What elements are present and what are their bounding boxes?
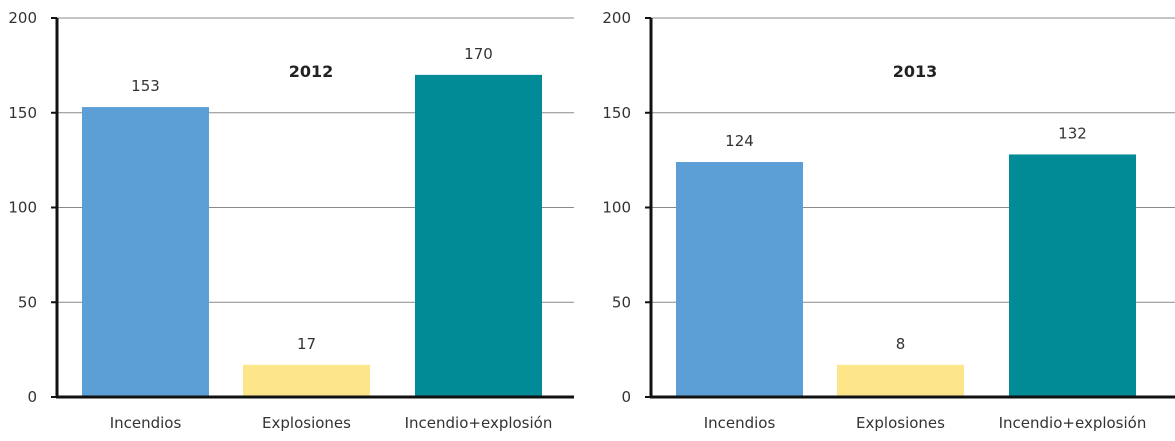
chart-title: 2013 — [893, 62, 938, 81]
x-tick-label: Explosiones — [856, 414, 945, 432]
x-tick-label: Incendio+explosión — [405, 414, 553, 432]
data-label: 8 — [896, 335, 906, 353]
data-label: 124 — [725, 132, 754, 150]
x-tick-label: Incendios — [110, 414, 182, 432]
bar-explosiones — [837, 364, 964, 397]
x-tick-label: Incendio+explosión — [999, 414, 1147, 432]
y-tick-label: 200 — [602, 9, 631, 27]
y-tick-label: 150 — [602, 104, 631, 122]
chart-2013: 0 50 100 150 200 124 Incendios 8 Explosiones 132 I… — [602, 9, 1175, 432]
y-tick-label: 50 — [612, 293, 631, 311]
y-tick-label: 50 — [18, 293, 37, 311]
y-tick-label: 0 — [621, 388, 631, 406]
bar-incendios — [82, 107, 209, 397]
y-tick-label: 200 — [8, 9, 37, 27]
data-label: 17 — [297, 335, 316, 353]
x-tick-label: Explosiones — [262, 414, 351, 432]
data-label: 170 — [464, 45, 493, 63]
bar-incendio-explosi-n — [1009, 154, 1136, 397]
data-label: 153 — [131, 77, 160, 95]
bar-incendios — [676, 162, 803, 397]
chart-title: 2012 — [289, 62, 334, 81]
y-tick-label: 0 — [27, 388, 37, 406]
chart-2012: 0 50 100 150 200 153 Incendios 17 Explosiones 170… — [8, 9, 574, 432]
bar-incendio-explosi-n — [415, 74, 542, 397]
y-tick-label: 100 — [602, 199, 631, 217]
data-label: 132 — [1058, 124, 1087, 142]
y-tick-label: 150 — [8, 104, 37, 122]
bar-explosiones — [243, 364, 370, 397]
y-tick-label: 100 — [8, 199, 37, 217]
x-tick-label: Incendios — [704, 414, 776, 432]
